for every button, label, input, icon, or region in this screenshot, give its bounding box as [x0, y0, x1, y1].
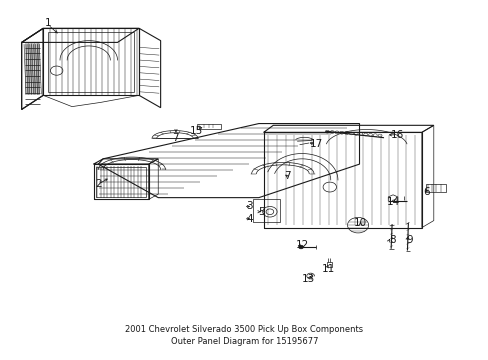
Text: 1: 1: [44, 18, 51, 28]
Text: 15: 15: [189, 126, 203, 136]
Text: 8: 8: [389, 235, 396, 245]
Text: 16: 16: [390, 130, 404, 140]
Text: 13: 13: [302, 274, 315, 284]
Text: 14: 14: [386, 197, 399, 207]
Text: 9: 9: [406, 235, 412, 245]
Text: 2001 Chevrolet Silverado 3500 Pick Up Box Components
Outer Panel Diagram for 151: 2001 Chevrolet Silverado 3500 Pick Up Bo…: [125, 325, 363, 346]
Text: 11: 11: [322, 264, 335, 274]
Text: 5: 5: [258, 207, 264, 217]
Text: 3: 3: [245, 202, 252, 211]
Text: 17: 17: [309, 139, 323, 149]
Text: 7: 7: [284, 171, 290, 181]
Text: 10: 10: [353, 218, 366, 228]
Circle shape: [298, 245, 303, 249]
Text: 4: 4: [245, 214, 252, 224]
Text: 6: 6: [423, 187, 429, 197]
Text: 7: 7: [171, 133, 178, 143]
Text: 12: 12: [295, 240, 308, 250]
Text: 2: 2: [95, 179, 102, 189]
